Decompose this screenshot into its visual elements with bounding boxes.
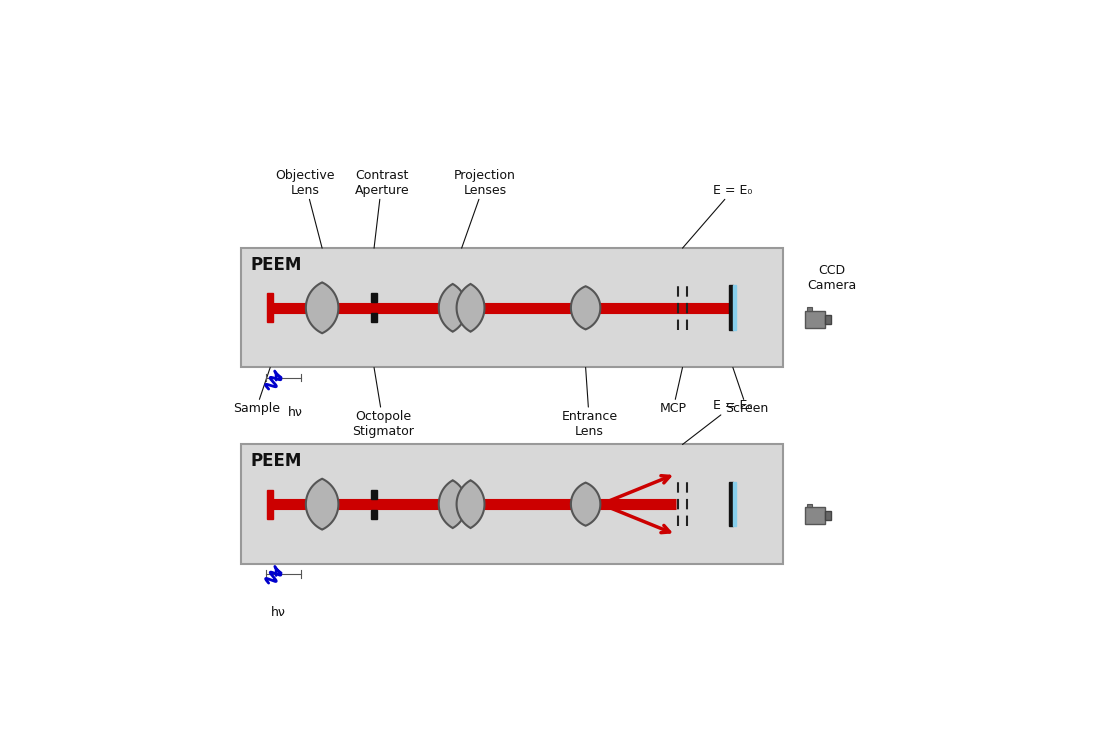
Text: E = E₀: E = E₀ <box>682 184 753 248</box>
Polygon shape <box>457 284 485 332</box>
Polygon shape <box>571 483 600 526</box>
Bar <box>267 293 273 322</box>
Polygon shape <box>571 286 600 330</box>
Polygon shape <box>439 480 467 528</box>
Bar <box>732 286 736 330</box>
Bar <box>729 482 732 527</box>
Text: CCD
Camera: CCD Camera <box>808 264 857 292</box>
Text: Octopole
Stigmator: Octopole Stigmator <box>353 368 414 438</box>
Bar <box>729 286 732 330</box>
Text: E = E₀: E = E₀ <box>682 399 753 445</box>
Text: Contrast
Aperture: Contrast Aperture <box>355 169 409 248</box>
Text: Screen: Screen <box>726 368 768 415</box>
Bar <box>241 445 783 564</box>
Text: PEEM: PEEM <box>251 452 302 470</box>
Bar <box>806 307 812 310</box>
Bar <box>372 510 376 518</box>
Bar <box>824 511 831 521</box>
Polygon shape <box>306 479 338 530</box>
Text: hν: hν <box>288 406 304 419</box>
Bar <box>372 313 376 322</box>
Text: PEEM: PEEM <box>251 256 302 274</box>
Polygon shape <box>306 283 338 333</box>
Bar <box>732 482 736 527</box>
Text: Entrance
Lens: Entrance Lens <box>561 368 617 438</box>
Text: Projection
Lenses: Projection Lenses <box>454 169 516 248</box>
Text: Objective
Lens: Objective Lens <box>276 169 335 248</box>
Polygon shape <box>439 284 467 332</box>
Bar <box>806 504 812 507</box>
Text: MCP: MCP <box>660 368 687 415</box>
Bar <box>372 489 376 499</box>
Polygon shape <box>457 480 485 528</box>
Text: hν: hν <box>271 606 286 619</box>
Bar <box>805 310 824 328</box>
Bar <box>372 293 376 302</box>
Bar <box>241 248 783 368</box>
Bar <box>805 507 824 524</box>
Text: Sample: Sample <box>233 368 280 415</box>
Bar <box>267 489 273 518</box>
Bar <box>824 315 831 324</box>
